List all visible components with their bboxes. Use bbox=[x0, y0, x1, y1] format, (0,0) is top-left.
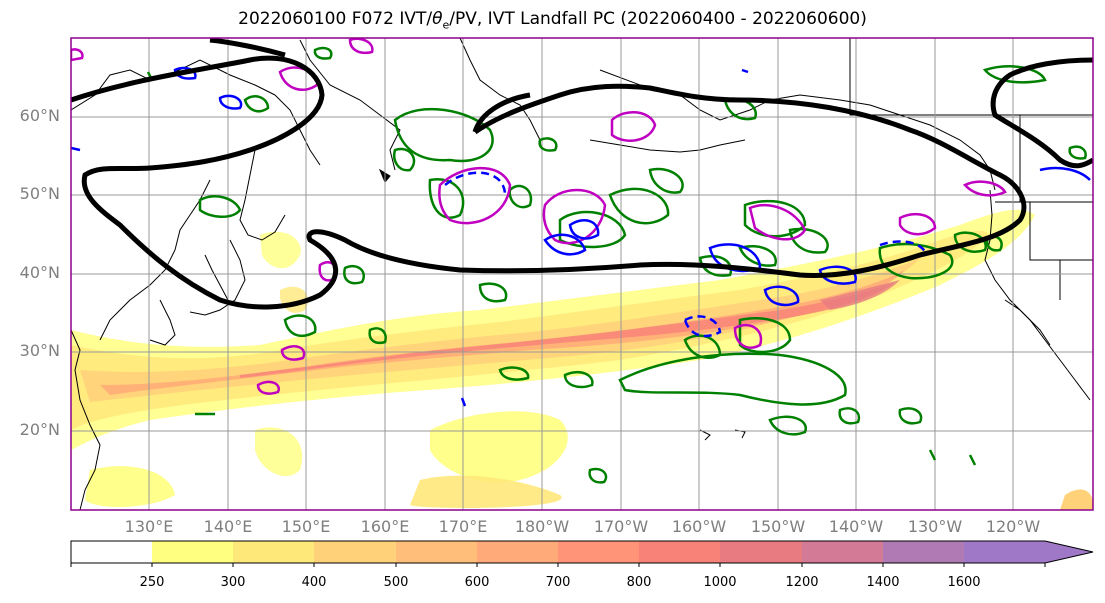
lon-label-160e: 160°E bbox=[360, 517, 410, 536]
figure-title: 2022060100 F072 IVT/θe/PV, IVT Landfall … bbox=[238, 9, 867, 32]
colorbar-tick-300: 300 bbox=[220, 575, 246, 590]
lat-label-40n: 40°N bbox=[19, 263, 60, 282]
lon-label-160w: 160°W bbox=[671, 517, 727, 536]
colorbar-tick-700: 700 bbox=[545, 575, 571, 590]
lon-label-150e: 150°E bbox=[281, 517, 331, 536]
theta-e-contours bbox=[146, 46, 1087, 484]
colorbar-tick-800: 800 bbox=[626, 575, 652, 590]
ivt-landfall-contour bbox=[71, 38, 1093, 310]
colorbar-tick-500: 500 bbox=[383, 575, 409, 590]
lon-label-130w: 130°W bbox=[907, 517, 963, 536]
pv-anomaly-contours bbox=[71, 38, 1007, 395]
political-borders bbox=[849, 38, 1093, 300]
graticule bbox=[71, 38, 1093, 510]
lon-label-150w: 150°W bbox=[750, 517, 806, 536]
lon-label-130e: 130°E bbox=[124, 517, 174, 536]
lat-label-50n: 50°N bbox=[19, 184, 60, 203]
colorbar-tick-1000: 1000 bbox=[703, 575, 737, 590]
colorbar-tick-600: 600 bbox=[464, 575, 490, 590]
ivt-shading bbox=[71, 209, 1093, 510]
map-frame bbox=[70, 37, 1094, 511]
lat-label-30n: 30°N bbox=[19, 341, 60, 360]
lon-label-120w: 120°W bbox=[985, 517, 1041, 536]
lat-label-20n: 20°N bbox=[19, 420, 60, 439]
lon-label-170w: 170°W bbox=[593, 517, 649, 536]
colorbar bbox=[70, 540, 1094, 567]
lon-label-180w: 180°W bbox=[514, 517, 570, 536]
lon-label-140w: 140°W bbox=[828, 517, 884, 536]
lon-label-140e: 140°E bbox=[203, 517, 253, 536]
colorbar-tick-250: 250 bbox=[139, 575, 165, 590]
colorbar-tick-1400: 1400 bbox=[866, 575, 900, 590]
colorbar-tick-1200: 1200 bbox=[785, 575, 819, 590]
lon-label-170e: 170°E bbox=[438, 517, 488, 536]
colorbar-tick-400: 400 bbox=[301, 575, 327, 590]
lat-label-60n: 60°N bbox=[19, 106, 60, 125]
colorbar-tick-1600: 1600 bbox=[947, 575, 981, 590]
